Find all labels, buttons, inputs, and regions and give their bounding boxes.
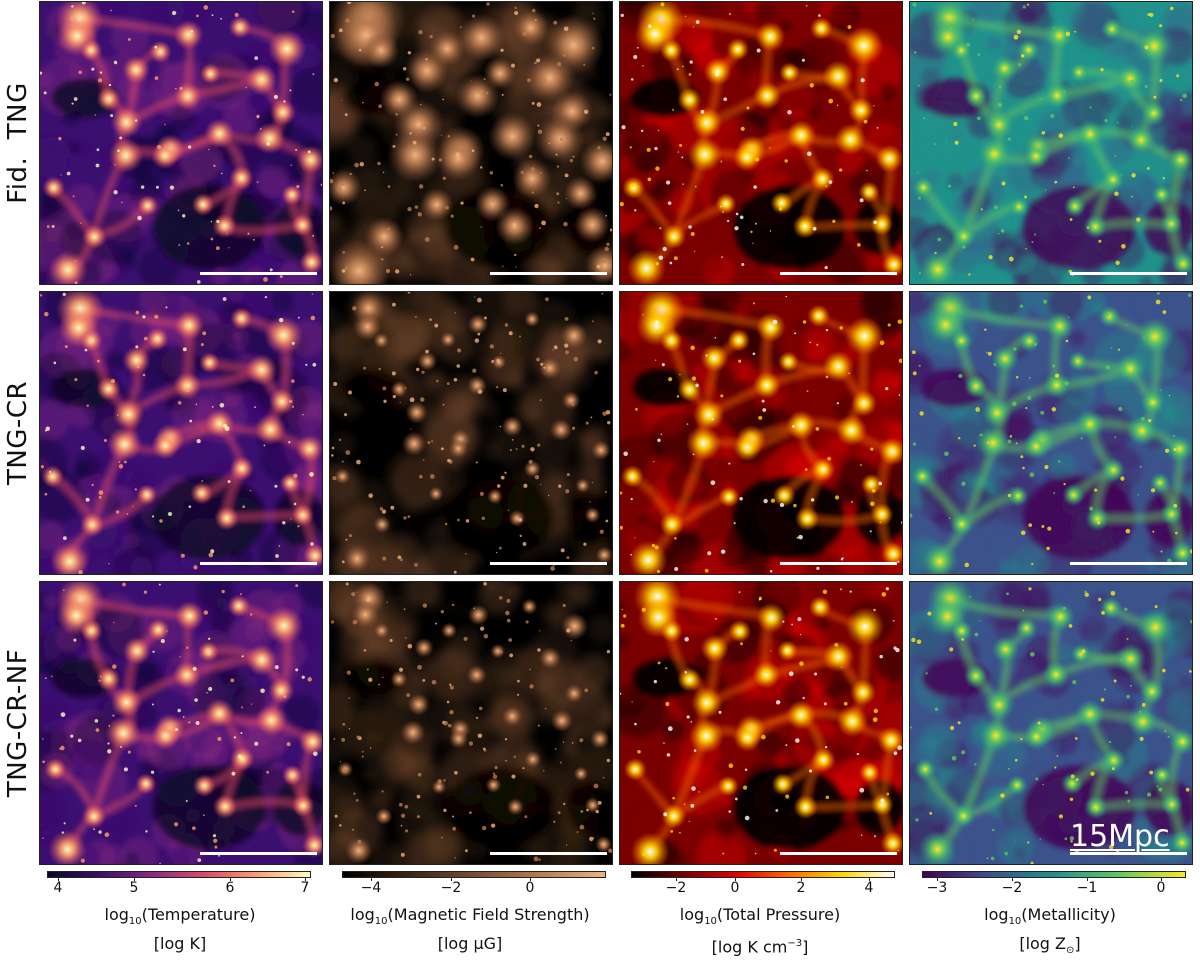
colorbar-tick (937, 877, 938, 881)
colorbar-tick-label: −4 (360, 880, 382, 896)
colorbar-tick-label: −2 (1001, 880, 1023, 896)
scale-bar (200, 272, 317, 275)
field-map-image (620, 2, 902, 284)
map-panel-total-pressure-tng-cr-nf (619, 581, 903, 865)
colorbar-tick (676, 877, 677, 881)
field-map-image (910, 292, 1192, 574)
colorbar-tick-label: 7 (300, 880, 310, 896)
colorbar-tick (801, 877, 802, 881)
field-map-image (330, 292, 612, 574)
scale-bar (490, 272, 607, 275)
colorbar-tick (134, 877, 135, 881)
colorbar-tick (1161, 877, 1162, 881)
map-panel-magnetic-field-fid-tng (329, 1, 613, 285)
map-panel-temperature-fid-tng (39, 1, 323, 285)
scale-bar (1070, 852, 1187, 855)
map-panel-metallicity-tng-cr-nf (909, 581, 1193, 865)
field-map-image (620, 582, 902, 864)
colorbar-tick-label: −1 (1076, 880, 1098, 896)
map-panel-total-pressure-tng-cr (619, 291, 903, 575)
scale-bar (200, 852, 317, 855)
scale-bar (780, 562, 897, 565)
field-map-image (330, 2, 612, 284)
map-panel-metallicity-tng-cr (909, 291, 1193, 575)
colorbar-tick-label: −3 (926, 880, 948, 896)
colorbar-tick-label: −2 (665, 880, 687, 896)
row-label-tng-cr: TNG-CR (0, 291, 36, 574)
colorbar-tick (735, 877, 736, 881)
colorbar-tick (305, 877, 306, 881)
scale-bar (780, 272, 897, 275)
map-panel-magnetic-field-tng-cr-nf (329, 581, 613, 865)
scale-label: 15Mpc (1070, 819, 1170, 854)
map-panel-metallicity-fid-tng (909, 1, 1193, 285)
colorbar-tick (869, 877, 870, 881)
colorbar-label-magnetic-field: log10(Magnetic Field Strength) [log μG] (350, 905, 590, 954)
colorbar-tick-label: 4 (864, 880, 874, 896)
map-panel-magnetic-field-tng-cr (329, 291, 613, 575)
colorbar-tick-label: 0 (525, 880, 535, 896)
colorbar-tick (451, 877, 452, 881)
row-label-text: TNG-CR-NF (3, 648, 33, 797)
colorbar-label-total-pressure: log10(Total Pressure) [log K cm−3] (679, 905, 841, 957)
row-label-text: Fid. TNG (3, 81, 34, 204)
scale-bar (490, 852, 607, 855)
colorbar-tick-label: 0 (730, 880, 740, 896)
row-label-text: TNG-CR (3, 380, 33, 485)
colorbar-tick-label: 4 (53, 880, 63, 896)
colorbar-tick-label: 6 (225, 880, 235, 896)
colorbar-tick-label: 5 (129, 880, 139, 896)
map-panel-total-pressure-fid-tng (619, 1, 903, 285)
field-map-image (910, 2, 1192, 284)
map-panel-temperature-tng-cr (39, 291, 323, 575)
colorbar-tick-label: −2 (440, 880, 462, 896)
scale-bar (1070, 562, 1187, 565)
colorbar-tick (1087, 877, 1088, 881)
colorbar-temperature (47, 871, 311, 878)
colorbar-tick (58, 877, 59, 881)
scale-bar (1070, 272, 1187, 275)
scale-bar (490, 562, 607, 565)
field-map-image (40, 292, 322, 574)
field-map-image (620, 292, 902, 574)
field-map-image (910, 582, 1192, 864)
colorbar-label-metallicity: log10(Metallicity) [log Z⊙] (984, 905, 1116, 957)
colorbar-tick (371, 877, 372, 881)
field-map-image (40, 2, 322, 284)
colorbar-tick (230, 877, 231, 881)
colorbar-metallicity (922, 871, 1186, 878)
scale-bar (200, 562, 317, 565)
colorbar-tick (530, 877, 531, 881)
colorbar-magnetic-field (342, 871, 606, 878)
row-label-tng-cr-nf: TNG-CR-NF (0, 581, 36, 864)
colorbar-tick-label: 0 (1156, 880, 1166, 896)
colorbar-label-temperature: log10(Temperature) [log K] (104, 905, 256, 954)
colorbar-tick-label: 2 (796, 880, 806, 896)
map-panel-temperature-tng-cr-nf (39, 581, 323, 865)
field-map-image (40, 582, 322, 864)
colorbar-tick (1012, 877, 1013, 881)
field-map-image (330, 582, 612, 864)
row-label-fid-tng: Fid. TNG (0, 1, 36, 284)
colorbar-total-pressure (631, 871, 895, 878)
scale-bar (780, 852, 897, 855)
